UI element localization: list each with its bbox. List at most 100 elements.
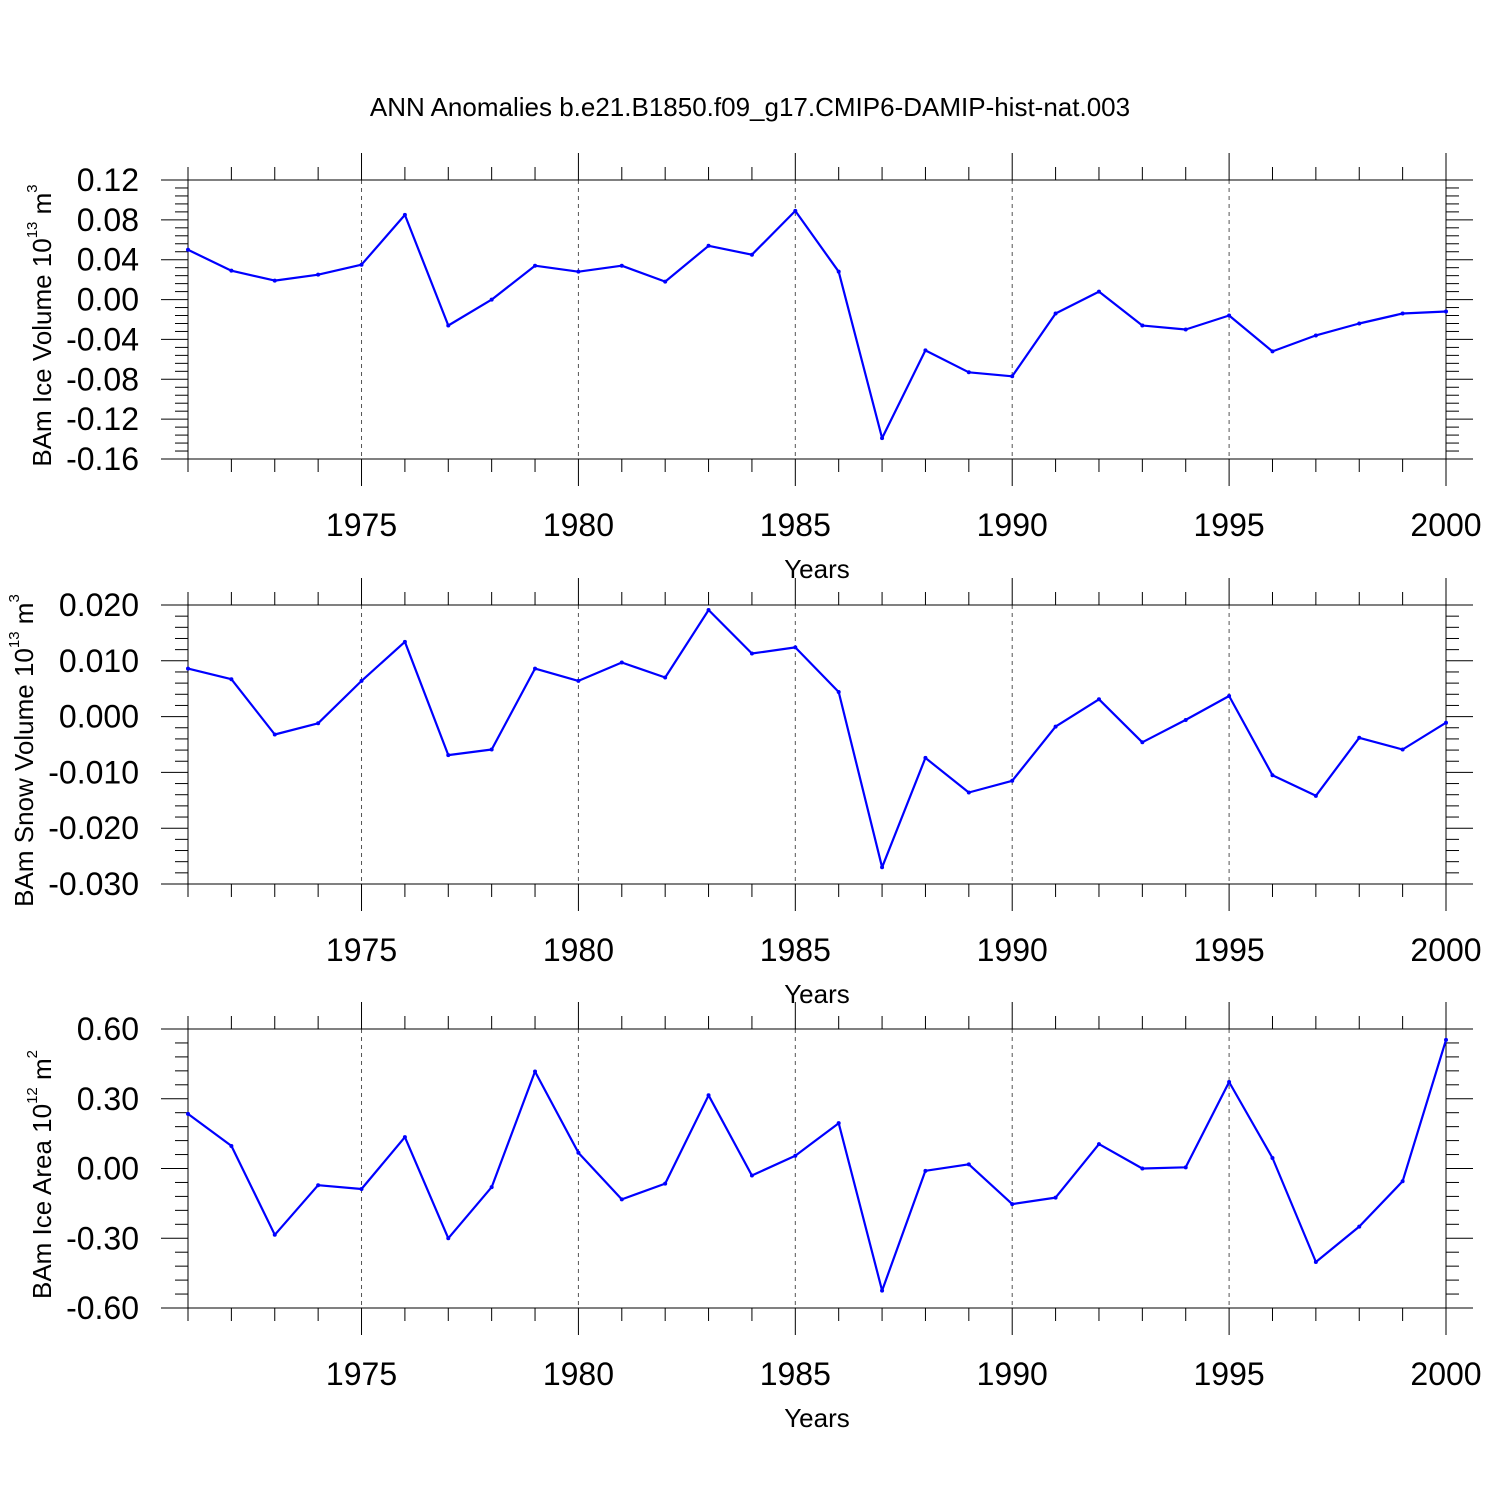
data-point: [1140, 1166, 1145, 1171]
x-tick-label: 1985: [760, 507, 831, 543]
data-point: [880, 865, 885, 870]
y-axis-title: BAm Snow Volume 1013 m3: [6, 594, 39, 907]
x-tick-label: 1985: [760, 932, 831, 968]
data-point: [836, 1121, 841, 1126]
data-point: [1357, 735, 1362, 740]
data-point: [619, 660, 624, 665]
data-point: [1270, 1156, 1275, 1161]
y-tick-label: -0.08: [66, 361, 139, 397]
data-point: [316, 272, 321, 277]
x-axis-title: Years: [784, 554, 850, 584]
chart-title: ANN Anomalies b.e21.B1850.f09_g17.CMIP6-…: [370, 92, 1130, 122]
chart-panel-2: 1975 1980 1985 1990 1995 2000 0.020 0.010 0.000 -…: [6, 578, 1482, 1009]
data-point: [1270, 773, 1275, 778]
data-point: [1227, 1080, 1232, 1085]
data-point: [402, 1135, 407, 1140]
data-point: [880, 436, 885, 441]
x-tick-label: 2000: [1410, 932, 1481, 968]
x-tick-label: 1995: [1194, 1356, 1265, 1392]
data-point: [966, 370, 971, 375]
data-point: [793, 645, 798, 650]
y-tick-label: 0.60: [77, 1011, 139, 1047]
data-point: [1270, 349, 1275, 354]
data-point: [576, 678, 581, 683]
x-tick-label: 1990: [977, 932, 1048, 968]
data-point: [1010, 1202, 1015, 1207]
data-point: [1096, 697, 1101, 702]
data-point: [749, 651, 754, 656]
data-point: [402, 639, 407, 644]
data-point: [489, 297, 494, 302]
x-tick-label: 1995: [1194, 507, 1265, 543]
plot-frame: [187, 179, 1447, 460]
y-tick-label: 0.000: [59, 699, 139, 735]
y-tick-label: -0.16: [66, 441, 139, 477]
data-point: [663, 1181, 668, 1186]
data-point: [576, 269, 581, 274]
series-line: [187, 608, 1447, 869]
data-point: [446, 753, 451, 758]
data-point: [1096, 1142, 1101, 1147]
y-tick-label: 0.010: [59, 643, 139, 679]
data-point: [619, 263, 624, 268]
data-point: [1444, 1037, 1448, 1042]
data-point: [272, 732, 277, 737]
data-point: [1140, 323, 1145, 328]
x-tick-label: 1985: [760, 1356, 831, 1392]
data-point: [1227, 313, 1232, 318]
y-tick-label: -0.12: [66, 401, 139, 437]
y-tick-label: 0.00: [77, 282, 139, 318]
data-point: [186, 1111, 190, 1116]
chart-panels: 1975 1980 1985 1990 1995 2000 0.12 0.08 0.04 0.00…: [6, 153, 1482, 1433]
data-point: [1313, 1259, 1318, 1264]
series-line: [187, 1039, 1448, 1292]
y-tick-label: -0.30: [66, 1220, 139, 1256]
data-point: [489, 1185, 494, 1190]
data-point: [489, 747, 494, 752]
chart-panel-3: 1975 1980 1985 1990 1995 2000 0.60 0.30 0.00 -0.3…: [24, 1002, 1482, 1433]
x-tick-label: 1990: [977, 507, 1048, 543]
y-tick-label: -0.60: [66, 1290, 139, 1326]
y-tick-label: -0.030: [48, 866, 139, 902]
data-point: [1096, 289, 1101, 294]
data-point: [229, 268, 234, 273]
data-point: [923, 1168, 928, 1173]
y-tick-label: -0.04: [66, 321, 139, 357]
data-point: [272, 278, 277, 283]
x-tick-label: 1975: [326, 507, 397, 543]
x-axis-title: Years: [784, 979, 850, 1009]
y-tick-label: -0.010: [48, 754, 139, 790]
x-tick-label: 1980: [543, 1356, 614, 1392]
chart-panel-1: 1975 1980 1985 1990 1995 2000 0.12 0.08 0.04 0.00…: [24, 153, 1482, 584]
data-point: [749, 1173, 754, 1178]
x-tick-label: 1995: [1194, 932, 1265, 968]
data-point: [1357, 321, 1362, 326]
data-point: [1444, 309, 1448, 314]
data-point: [1183, 1165, 1188, 1170]
data-point: [793, 208, 798, 213]
x-tick-label: 1980: [543, 507, 614, 543]
data-point: [663, 279, 668, 284]
data-point: [1053, 311, 1058, 316]
data-point: [402, 212, 407, 217]
data-point: [359, 262, 364, 267]
data-point: [1140, 740, 1145, 745]
data-point: [1053, 724, 1058, 729]
x-tick-label: 1975: [326, 1356, 397, 1392]
data-point: [1357, 1224, 1362, 1229]
data-point: [706, 1093, 711, 1098]
x-tick-label: 2000: [1410, 1356, 1481, 1392]
data-point: [619, 1197, 624, 1202]
data-point: [923, 755, 928, 760]
data-point: [1183, 327, 1188, 332]
series-line: [187, 209, 1447, 440]
x-tick-label: 1975: [326, 932, 397, 968]
data-point: [793, 1153, 798, 1158]
data-point: [836, 690, 841, 695]
data-point: [186, 247, 190, 252]
plot-frame: [187, 1028, 1447, 1309]
x-tick-label: 2000: [1410, 507, 1481, 543]
data-point: [966, 1162, 971, 1167]
data-point: [663, 675, 668, 680]
data-point: [533, 1069, 538, 1074]
